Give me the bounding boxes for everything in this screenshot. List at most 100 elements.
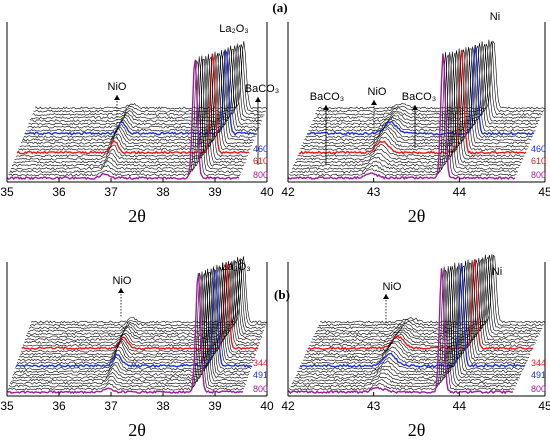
series-label-800: 800 [531,384,546,394]
waterfall-trace [313,257,539,339]
waterfall-trace [297,266,523,374]
waterfall-trace [318,254,544,327]
waterfall-trace [11,268,249,379]
waterfall-trace [33,44,266,113]
series-label-610: 610 [253,156,268,166]
waterfall-trace [20,52,254,145]
waterfall-trace [317,40,545,110]
series-line-491 [299,263,526,368]
waterfall-trace [302,260,528,362]
waterfall-trace [10,269,248,382]
x-tick-label: 37 [104,185,118,199]
x-tick-label: 43 [367,185,381,199]
waterfall-trace [315,39,543,117]
waterfall-trace [297,48,525,158]
waterfall-trace [9,56,242,174]
waterfall-trace [28,48,261,126]
arrow-head [255,97,261,102]
peak-annotation: La₂O₃ [221,261,251,273]
waterfall-trace [312,43,540,123]
waterfall-trace [300,49,528,151]
x-tick-label: 35 [0,185,14,199]
series-label-460: 460 [253,144,268,154]
arrow-head [323,105,329,110]
series-line-460 [24,48,257,136]
x-axis-label: 2θ [408,206,426,226]
x-tick-label: 40 [260,399,274,413]
series-label-491: 491 [531,370,546,380]
x-tick-label: 44 [453,399,467,413]
waterfall-trace [319,254,546,324]
peak-annotation: NiO [108,81,127,93]
arrow-head [114,95,120,100]
waterfall-trace [298,262,524,371]
x-tick-label: 45 [538,185,550,199]
waterfall-trace [22,50,255,142]
waterfall-trace [14,53,247,161]
series-label-610: 610 [531,156,546,166]
x-tick-label: 45 [538,399,550,413]
waterfall-trace [305,262,531,356]
waterfall-trace [30,256,268,324]
waterfall-trace [19,53,252,148]
waterfall-trace [19,262,257,356]
x-tick-label: 42 [281,399,295,413]
series-line-344 [307,259,534,351]
waterfall-trace [290,54,518,174]
x-tick-label: 36 [52,185,66,199]
waterfall-trace [293,266,519,382]
waterfall-trace [317,254,543,330]
waterfall-trace [294,266,520,380]
waterfall-trace [301,265,527,365]
x-axis-label: 2θ [128,206,146,226]
x-tick-label: 35 [0,399,14,413]
series-label-491: 491 [253,370,268,380]
x-tick-label: 37 [104,399,118,413]
waterfall-trace [17,265,254,362]
xrd-panel-4: 42 43 44 45 2θ 344 491 800 NiO Ni [281,254,550,440]
waterfall-trace [316,41,544,113]
waterfall-trace [303,259,530,359]
panels: 35 36 37 38 39 40 2θ 460 610 800 NiO La₂O₃ BaCO₃ 42 43… [0,11,550,440]
waterfall-trace [12,272,250,377]
series-line-491 [15,268,253,368]
waterfall-trace [11,58,245,167]
waterfall-trace [304,48,532,142]
waterfall-trace [315,256,542,333]
arrow-head [371,100,377,105]
x-tick-label: 43 [367,399,381,413]
x-tick-label: 38 [156,399,170,413]
xrd-panel-2: 42 43 44 45 2θ 460 610 800 BaCO₃ NiO BaCO₃ Ni [281,11,550,226]
x-tick-label: 42 [281,185,295,199]
x-axis-label: 2θ [408,420,426,440]
x-tick-label: 39 [208,185,222,199]
waterfall-trace [314,254,540,336]
peak-annotation: NiO [383,281,402,293]
series-line-800 [287,268,514,395]
waterfall-trace [294,52,522,164]
series-label-344: 344 [253,358,268,368]
waterfall-trace [29,258,267,327]
waterfall-trace [7,272,245,391]
arrow-head [412,105,418,110]
waterfall-trace [25,260,263,339]
waterfall-trace [14,266,252,371]
waterfall-trace [9,273,247,385]
waterfall-trace [18,51,251,151]
x-tick-label: 40 [260,185,274,199]
waterfall-trace [8,60,241,177]
waterfall-trace [35,41,268,110]
waterfall-trace [291,52,520,170]
waterfall-trace [293,51,521,167]
waterfall-trace [296,262,522,376]
waterfall-trace [8,271,246,388]
series-label-800: 800 [253,170,268,180]
x-axis-label: 2θ [128,420,146,440]
series-label-800: 800 [531,170,546,180]
peak-annotation: NiO [113,275,132,287]
xrd-panel-1: 35 36 37 38 39 40 2θ 460 610 800 NiO La₂O₃ BaCO₃ [0,22,279,226]
peak-annotation: BaCO₃ [310,91,344,103]
waterfall-trace [305,46,533,139]
series-line-460 [307,44,535,136]
